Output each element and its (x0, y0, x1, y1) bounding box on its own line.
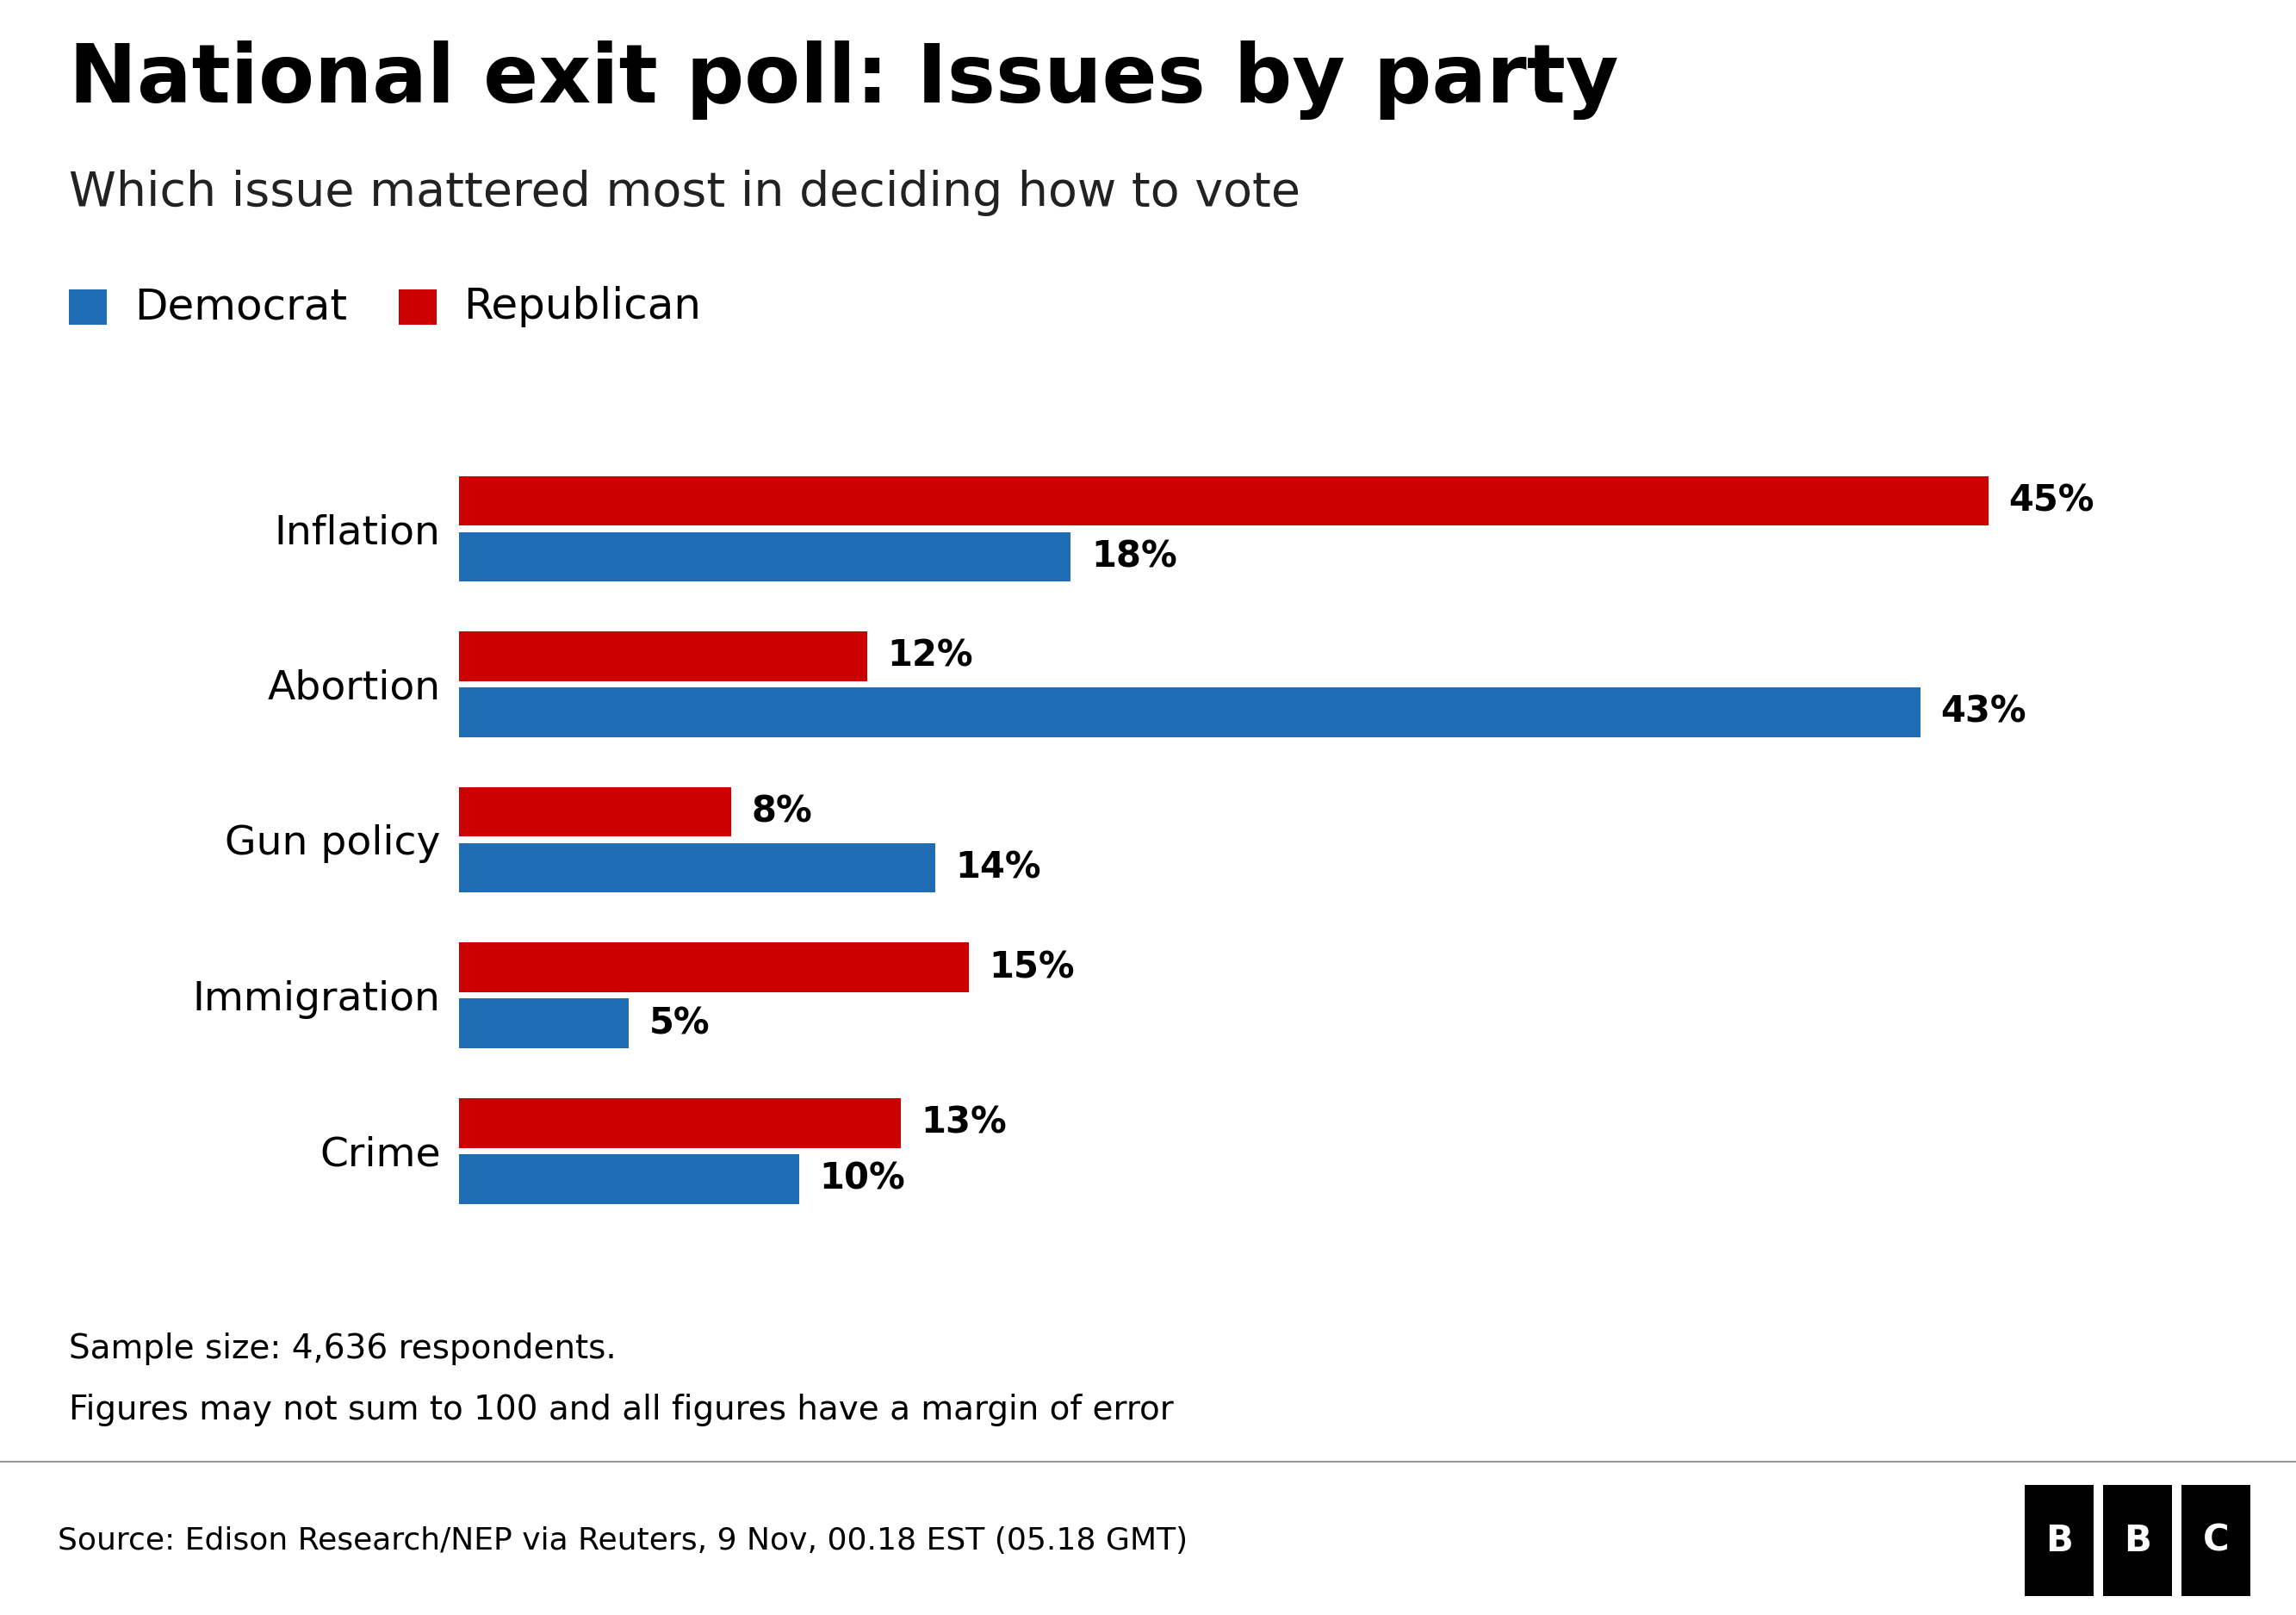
Text: 10%: 10% (820, 1161, 905, 1197)
Text: B: B (2046, 1523, 2073, 1558)
Text: 5%: 5% (650, 1005, 709, 1042)
Text: National exit poll: Issues by party: National exit poll: Issues by party (69, 40, 1619, 120)
Bar (459, 531, 1070, 581)
Bar (459, 1155, 799, 1203)
Text: Sample size: 4,636 respondents.: Sample size: 4,636 respondents. (69, 1332, 615, 1365)
Bar (459, 631, 868, 682)
Text: C: C (2202, 1523, 2229, 1558)
Bar (459, 943, 969, 992)
Text: 12%: 12% (886, 638, 974, 675)
Bar (459, 843, 934, 893)
Bar (459, 787, 730, 837)
Text: B: B (2124, 1523, 2151, 1558)
FancyBboxPatch shape (2103, 1486, 2172, 1596)
Text: 13%: 13% (921, 1105, 1008, 1140)
Text: Which issue mattered most in deciding how to vote: Which issue mattered most in deciding ho… (69, 170, 1300, 216)
Bar (459, 688, 1919, 736)
Text: Figures may not sum to 100 and all figures have a margin of error: Figures may not sum to 100 and all figur… (69, 1394, 1173, 1426)
Bar (459, 998, 629, 1048)
Text: 18%: 18% (1091, 539, 1178, 575)
FancyBboxPatch shape (2025, 1486, 2094, 1596)
Text: 43%: 43% (1940, 694, 2027, 730)
FancyBboxPatch shape (2181, 1486, 2250, 1596)
Text: Republican: Republican (464, 286, 703, 328)
Bar (459, 1098, 900, 1148)
Text: Democrat: Democrat (133, 286, 347, 328)
Bar (459, 476, 1988, 525)
Text: 14%: 14% (955, 849, 1040, 887)
Text: Source: Edison Research/NEP via Reuters, 9 Nov, 00.18 EST (05.18 GMT): Source: Edison Research/NEP via Reuters,… (57, 1526, 1187, 1555)
Text: 45%: 45% (2009, 483, 2094, 518)
Text: 15%: 15% (990, 950, 1075, 985)
Text: 8%: 8% (751, 793, 813, 830)
